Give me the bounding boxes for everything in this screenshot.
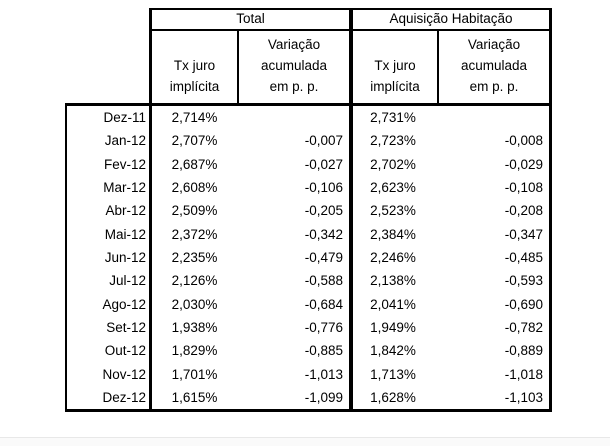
- table-row: Jul-12 2,126% -0,588 2,138% -0,593: [65, 269, 549, 292]
- table-row: Mai-12 2,372% -0,342 2,384% -0,347: [65, 223, 549, 246]
- total-tx-juro-value: 1,938%: [171, 319, 218, 335]
- row-date: Dez-12: [102, 389, 146, 405]
- table-border-group-divider: [349, 8, 353, 412]
- total-variacao-value: -0,342: [304, 226, 343, 242]
- total-variacao-value: -0,885: [304, 343, 343, 359]
- aquisicao-tx-juro-value: 2,041%: [370, 296, 416, 312]
- column-header-total-variacao-acumulada: Variação acumulada em p. p.: [260, 37, 328, 94]
- total-tx-juro-value: 2,608%: [171, 180, 218, 196]
- total-variacao-value: -0,027: [304, 156, 343, 172]
- total-variacao-value: -0,684: [304, 296, 343, 312]
- table-border-left: [65, 103, 67, 412]
- aquisicao-variacao-value: -0,108: [504, 180, 543, 196]
- table-row: Jan-12 2,707% -0,007 2,723% -0,008: [65, 129, 549, 152]
- aquisicao-tx-juro-value: 2,702%: [370, 156, 416, 172]
- row-date: Jul-12: [109, 273, 146, 289]
- table-row: Jun-12 2,235% -0,479 2,246% -0,485: [65, 246, 549, 269]
- total-variacao-value: -0,588: [304, 273, 343, 289]
- total-tx-juro-value: 2,030%: [171, 296, 218, 312]
- aquisicao-tx-juro-value: 2,723%: [370, 133, 416, 149]
- aquisicao-variacao-value: -0,889: [504, 343, 543, 359]
- total-tx-juro-value: 1,829%: [171, 343, 218, 359]
- table-border-date-divider: [149, 8, 152, 412]
- aquisicao-tx-juro-value: 2,731%: [370, 110, 416, 126]
- column-group-header-total: Total: [236, 11, 265, 26]
- aquisicao-variacao-value: -0,029: [504, 156, 543, 172]
- table-row: Fev-12 2,687% -0,027 2,702% -0,029: [65, 153, 549, 176]
- aquisicao-variacao-value: -0,593: [504, 273, 543, 289]
- table-row: Dez-11 2,714% 2,731%: [65, 106, 549, 129]
- aquisicao-variacao-value: -0,485: [504, 250, 543, 266]
- aquisicao-tx-juro-value: 1,949%: [370, 319, 416, 335]
- bottom-strip: [0, 438, 610, 446]
- row-date: Ago-12: [102, 296, 146, 312]
- total-variacao-value: -0,106: [304, 180, 343, 196]
- aquisicao-tx-juro-value: 1,628%: [370, 389, 416, 405]
- total-tx-juro-value: 2,235%: [171, 250, 218, 266]
- aquisicao-tx-juro-value: 2,384%: [370, 226, 416, 242]
- row-date: Nov-12: [102, 366, 146, 382]
- aquisicao-variacao-value: -1,103: [504, 389, 543, 405]
- row-date: Abr-12: [105, 203, 146, 219]
- aquisicao-tx-juro-value: 2,523%: [370, 203, 416, 219]
- header-subdivider-aquisicao: [437, 29, 439, 105]
- row-date: Fev-12: [103, 156, 146, 172]
- total-variacao-value: -1,013: [304, 366, 343, 382]
- table-row: Out-12 1,829% -0,885 1,842% -0,889: [65, 339, 549, 362]
- table-row: Abr-12 2,509% -0,205 2,523% -0,208: [65, 199, 549, 222]
- total-variacao-value: -0,776: [304, 319, 343, 335]
- table-body: Dez-11 2,714% 2,731% Jan-12 2,707% -0,00…: [65, 106, 549, 409]
- total-tx-juro-value: 2,372%: [171, 226, 218, 242]
- row-date: Jun-12: [104, 250, 146, 266]
- row-date: Mar-12: [103, 180, 146, 196]
- table-border-right: [549, 8, 552, 412]
- aquisicao-tx-juro-value: 2,623%: [370, 180, 416, 196]
- aquisicao-tx-juro-value: 2,138%: [370, 273, 416, 289]
- aquisicao-variacao-value: -0,782: [504, 319, 543, 335]
- table-row: Dez-12 1,615% -1,099 1,628% -1,103: [65, 386, 549, 409]
- total-variacao-value: -0,007: [304, 133, 343, 149]
- column-header-aquisicao-tx-juro-implicita: Tx juro implícita: [370, 58, 420, 94]
- table-border-top: [149, 8, 552, 10]
- aquisicao-variacao-value: -0,208: [504, 203, 543, 219]
- row-date: Dez-11: [103, 110, 146, 126]
- aquisicao-variacao-value: -0,690: [504, 296, 543, 312]
- aquisicao-variacao-value: -1,018: [504, 366, 543, 382]
- bottom-divider-line: [0, 437, 610, 438]
- table-row: Ago-12 2,030% -0,684 2,041% -0,690: [65, 293, 549, 316]
- total-variacao-value: -0,205: [304, 203, 343, 219]
- aquisicao-variacao-value: -0,008: [504, 133, 543, 149]
- total-variacao-value: -1,099: [304, 389, 343, 405]
- total-tx-juro-value: 2,714%: [171, 110, 218, 126]
- column-header-total-tx-juro-implicita: Tx juro implícita: [169, 58, 220, 94]
- table-row: Set-12 1,938% -0,776 1,949% -0,782: [65, 316, 549, 339]
- aquisicao-tx-juro-value: 2,246%: [370, 250, 416, 266]
- column-header-aquisicao-variacao-acumulada: Variação acumulada em p. p.: [460, 37, 528, 94]
- total-tx-juro-value: 2,126%: [171, 273, 218, 289]
- total-tx-juro-value: 1,615%: [171, 389, 218, 405]
- table-row: Nov-12 1,701% -1,013 1,713% -1,018: [65, 362, 549, 385]
- table-row: Mar-12 2,608% -0,106 2,623% -0,108: [65, 176, 549, 199]
- aquisicao-variacao-value: -0,347: [504, 226, 543, 242]
- header-group-underline: [149, 29, 552, 31]
- row-date: Out-12: [104, 343, 146, 359]
- aquisicao-tx-juro-value: 1,842%: [370, 343, 416, 359]
- total-tx-juro-value: 2,509%: [171, 203, 218, 219]
- row-date: Mai-12: [104, 226, 146, 242]
- header-subdivider-total: [237, 29, 239, 105]
- total-tx-juro-value: 2,687%: [171, 156, 218, 172]
- aquisicao-tx-juro-value: 1,713%: [370, 366, 416, 382]
- column-group-header-aquisicao-habitacao: Aquisição Habitação: [389, 11, 513, 26]
- table-border-bottom: [65, 409, 552, 412]
- row-date: Set-12: [106, 319, 146, 335]
- total-variacao-value: -0,479: [304, 250, 343, 266]
- total-tx-juro-value: 1,701%: [171, 366, 218, 382]
- total-tx-juro-value: 2,707%: [171, 133, 218, 149]
- row-date: Jan-12: [104, 133, 146, 149]
- header-bottom-border: [65, 103, 552, 106]
